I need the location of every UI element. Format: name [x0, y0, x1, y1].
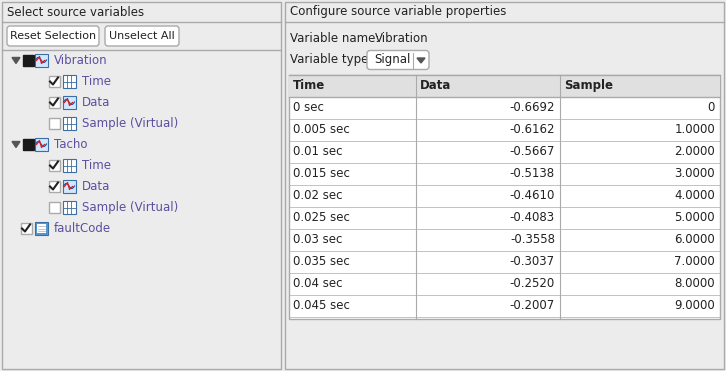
Bar	[49, 181, 60, 192]
Bar	[62, 117, 76, 130]
Bar	[35, 138, 47, 151]
Text: Variable type: Variable type	[290, 53, 368, 66]
FancyBboxPatch shape	[367, 50, 429, 69]
Text: -0.4083: -0.4083	[510, 211, 555, 224]
Text: Unselect All: Unselect All	[109, 31, 175, 41]
Text: 4.0000: 4.0000	[674, 189, 715, 202]
Text: Sample: Sample	[564, 79, 613, 92]
Bar	[289, 75, 720, 96]
Bar	[62, 75, 76, 88]
Text: 8.0000: 8.0000	[674, 277, 715, 290]
Text: Vibration: Vibration	[375, 32, 428, 45]
Bar	[62, 159, 76, 172]
Text: Time: Time	[293, 79, 325, 92]
Bar	[23, 139, 33, 150]
Text: Time: Time	[82, 75, 111, 88]
Text: 0.01 sec: 0.01 sec	[293, 145, 343, 158]
Text: -0.5667: -0.5667	[510, 145, 555, 158]
Bar	[36, 224, 46, 233]
Bar	[35, 54, 47, 67]
Text: -0.6692: -0.6692	[510, 101, 555, 114]
Text: 2.0000: 2.0000	[674, 145, 715, 158]
Text: 6.0000: 6.0000	[674, 233, 715, 246]
Text: -0.4610: -0.4610	[510, 189, 555, 202]
Text: -0.2520: -0.2520	[510, 277, 555, 290]
Text: 3.0000: 3.0000	[674, 167, 715, 180]
Text: 0.005 sec: 0.005 sec	[293, 123, 350, 136]
Text: 5.0000: 5.0000	[674, 211, 715, 224]
FancyBboxPatch shape	[7, 26, 99, 46]
Bar	[49, 76, 60, 87]
Text: 0 sec: 0 sec	[293, 101, 324, 114]
Text: Tacho: Tacho	[54, 138, 88, 151]
Polygon shape	[12, 58, 20, 63]
Text: Data: Data	[82, 96, 110, 109]
Text: 0.04 sec: 0.04 sec	[293, 277, 343, 290]
Text: 0.02 sec: 0.02 sec	[293, 189, 343, 202]
Bar	[35, 222, 47, 235]
Bar	[49, 97, 60, 108]
Text: 7.0000: 7.0000	[674, 255, 715, 268]
Bar	[3, 50, 280, 71]
Text: 0.025 sec: 0.025 sec	[293, 211, 350, 224]
Text: -0.5138: -0.5138	[510, 167, 555, 180]
Bar	[49, 118, 60, 129]
Text: 0: 0	[708, 101, 715, 114]
Bar	[20, 223, 31, 234]
Bar	[62, 180, 76, 193]
Bar	[289, 75, 720, 318]
Bar	[62, 96, 76, 109]
Bar	[49, 160, 60, 171]
Text: -0.2007: -0.2007	[510, 299, 555, 312]
Text: 9.0000: 9.0000	[674, 299, 715, 312]
Text: Sample (Virtual): Sample (Virtual)	[82, 201, 179, 214]
Text: Configure source variable properties: Configure source variable properties	[290, 6, 506, 19]
Text: 1.0000: 1.0000	[674, 123, 715, 136]
Text: -0.3037: -0.3037	[510, 255, 555, 268]
Text: Data: Data	[82, 180, 110, 193]
Text: -0.3558: -0.3558	[510, 233, 555, 246]
Text: Vibration: Vibration	[54, 54, 107, 67]
Bar	[2, 2, 281, 369]
Bar	[49, 202, 60, 213]
Text: faultCode: faultCode	[54, 222, 111, 235]
Polygon shape	[417, 58, 425, 63]
Text: Variable name:: Variable name:	[290, 32, 380, 45]
Text: Reset Selection: Reset Selection	[10, 31, 96, 41]
Text: Data: Data	[420, 79, 452, 92]
Text: Sample (Virtual): Sample (Virtual)	[82, 117, 179, 130]
Text: Signal: Signal	[374, 53, 410, 66]
Text: 0.045 sec: 0.045 sec	[293, 299, 350, 312]
Polygon shape	[12, 141, 20, 148]
Text: 0.035 sec: 0.035 sec	[293, 255, 350, 268]
Text: -0.6162: -0.6162	[510, 123, 555, 136]
Text: 0.015 sec: 0.015 sec	[293, 167, 350, 180]
Text: Time: Time	[82, 159, 111, 172]
Text: Select source variables: Select source variables	[7, 6, 144, 19]
Bar	[23, 55, 33, 66]
Bar	[62, 201, 76, 214]
Text: 0.03 sec: 0.03 sec	[293, 233, 343, 246]
FancyBboxPatch shape	[105, 26, 179, 46]
Bar	[285, 2, 724, 369]
